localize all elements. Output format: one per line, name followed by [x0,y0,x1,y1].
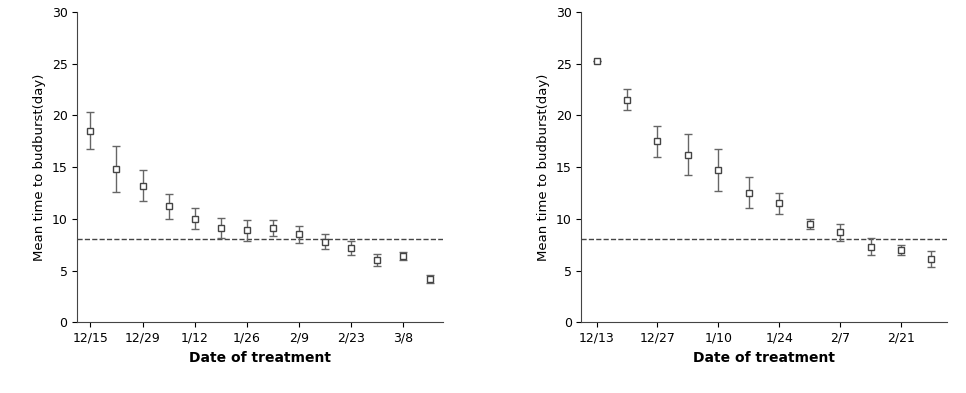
Y-axis label: Mean time to budburst(day): Mean time to budburst(day) [537,73,551,261]
X-axis label: Date of treatment: Date of treatment [189,351,331,365]
Y-axis label: Mean time to budburst(day): Mean time to budburst(day) [33,73,46,261]
X-axis label: Date of treatment: Date of treatment [693,351,835,365]
